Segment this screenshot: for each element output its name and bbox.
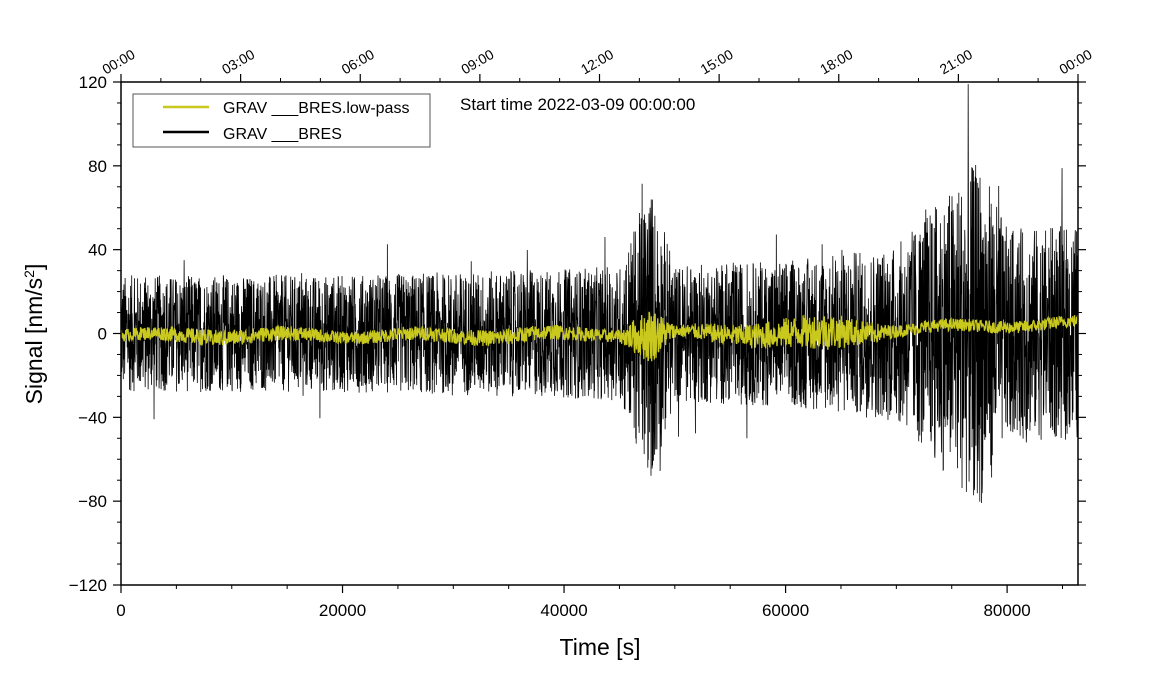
y-tick-label: 40 [88,241,107,260]
top-tick-label: 00:00 [99,46,138,77]
legend: GRAV ___BRES.low-pass GRAV ___BRES [132,93,431,148]
y-tick-label: −80 [78,492,107,511]
top-tick-label: 00:00 [1056,46,1095,77]
top-tick-label: 21:00 [937,46,976,77]
legend-label-lowpass: GRAV ___BRES.low-pass [223,100,409,117]
y-axis-title: Signal [nm/s2] [21,264,47,405]
series-line-lowpass [120,311,1079,362]
top-tick-label: 12:00 [578,46,617,77]
legend-label-raw: GRAV ___BRES [223,126,342,143]
x-axis-title: Time [s] [560,634,641,660]
y-tick-label: −40 [78,408,107,427]
x-tick-label: 60000 [762,601,809,620]
top-tick-label: 03:00 [219,46,258,77]
x-tick-label: 0 [116,601,125,620]
top-tick-label: 18:00 [817,46,856,77]
plot-traces [120,84,1079,504]
y-tick-label: 0 [98,325,107,344]
series-line-raw [120,84,1079,504]
y-tick-label: 80 [88,157,107,176]
x-tick-label: 80000 [983,601,1030,620]
legend-box [132,93,431,148]
y-tick-label: 120 [79,73,107,92]
x-tick-label: 40000 [540,601,587,620]
start-time-annotation: Start time 2022-03-09 00:00:00 [460,95,695,114]
top-tick-label: 09:00 [458,46,497,77]
y-tick-label: −120 [69,576,107,595]
top-tick-label: 06:00 [339,46,378,77]
top-tick-label: 15:00 [697,46,736,77]
x-tick-label: 20000 [319,601,366,620]
